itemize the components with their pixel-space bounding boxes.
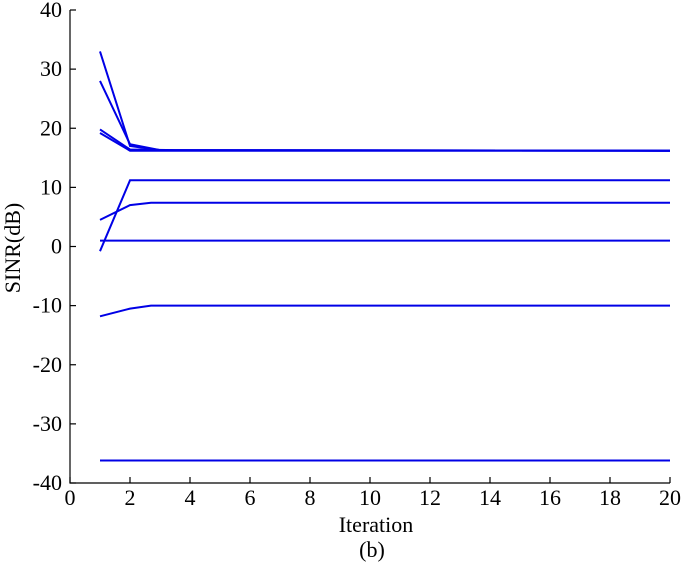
x-tick-label: 0: [65, 485, 76, 510]
series-line-3: [99, 128, 671, 152]
y-tick-label: 0: [51, 234, 62, 259]
x-tick-label: 20: [659, 485, 681, 510]
y-tick-label: -40: [33, 470, 62, 495]
x-axis-label: Iteration: [339, 512, 414, 537]
y-tick-label: -10: [33, 293, 62, 318]
x-tick-label: 16: [539, 485, 561, 510]
axes: [69, 10, 670, 484]
y-axis-label: SINR(dB): [0, 203, 25, 293]
chart-caption: (b): [359, 537, 385, 562]
x-tick-label: 2: [125, 485, 136, 510]
axis-lines: [69, 10, 670, 484]
plot-series: [99, 51, 671, 462]
series-line-1: [99, 51, 671, 152]
series-line-2: [99, 80, 671, 152]
x-tick-label: 6: [245, 485, 256, 510]
y-tick-label: 10: [40, 174, 62, 199]
x-tick-label: 18: [599, 485, 621, 510]
y-tick-label: 20: [40, 115, 62, 140]
series-line-4: [99, 132, 670, 152]
x-axis-ticks: 0 2 4 6 8 10 12 14 16 18 20: [65, 477, 681, 510]
x-tick-label: 12: [419, 485, 441, 510]
y-tick-label: 40: [40, 0, 62, 22]
y-tick-label: 30: [40, 56, 62, 81]
y-axis-ticks: 40 30 20 10 0 -10 -20 -30 -40: [33, 0, 76, 495]
series-line-5: [99, 179, 670, 252]
x-tick-label: 8: [305, 485, 316, 510]
x-tick-label: 10: [359, 485, 381, 510]
x-tick-label: 4: [185, 485, 196, 510]
y-tick-label: -30: [33, 411, 62, 436]
x-tick-label: 14: [479, 485, 501, 510]
series-line-6: [99, 201, 670, 221]
series-line-8: [99, 304, 670, 318]
y-tick-label: -20: [33, 352, 62, 377]
